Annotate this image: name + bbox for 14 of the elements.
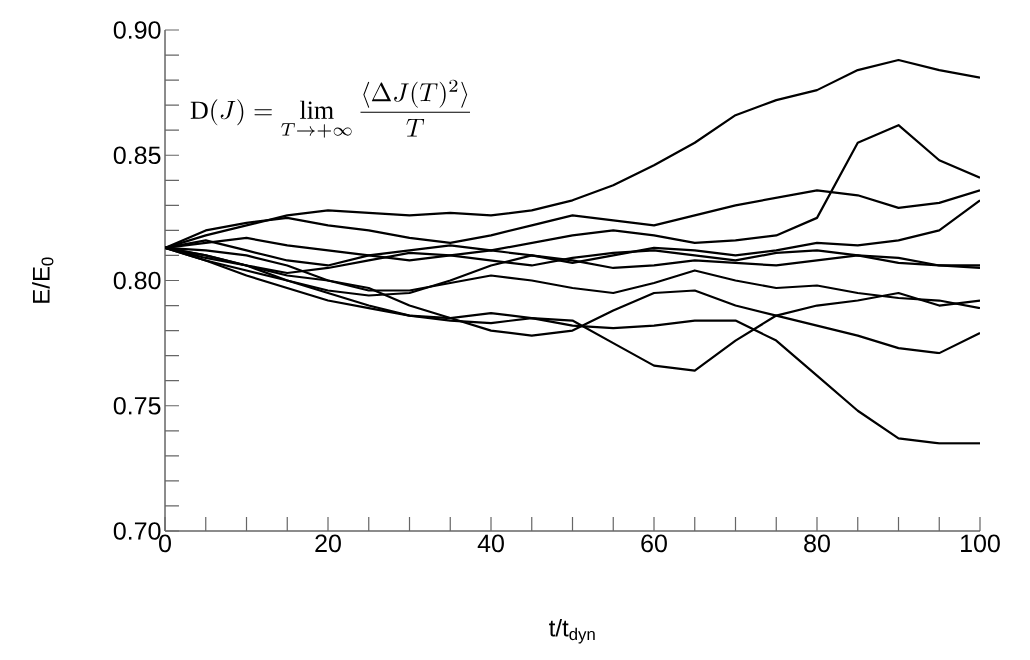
x-tick-label: 20 xyxy=(315,534,341,553)
y-tick-label: 0.80 xyxy=(113,271,161,290)
x-tick-label: 80 xyxy=(804,534,830,553)
y-tick-label: 0.85 xyxy=(113,146,161,165)
y-tick-label: 0.75 xyxy=(113,396,161,415)
x-tick-label: 0 xyxy=(159,534,171,553)
y-tick-label: 0.70 xyxy=(113,522,161,540)
annotation: $\mathrm{D}(J) = \lim_{T\to+\infty}\frac{\langle\Delta J(T)^2\rangle}{T}$ xyxy=(190,79,470,138)
x-tick-label: 60 xyxy=(641,534,667,553)
x-axis-title: t/t$_{dyn}$ xyxy=(549,618,595,644)
x-tick-label: 40 xyxy=(477,534,504,553)
y-axis-title: E/E$_{0}$ xyxy=(32,257,54,303)
y-tick-label: 0.90 xyxy=(113,21,161,39)
x-tick-label: 100 xyxy=(961,534,1000,553)
